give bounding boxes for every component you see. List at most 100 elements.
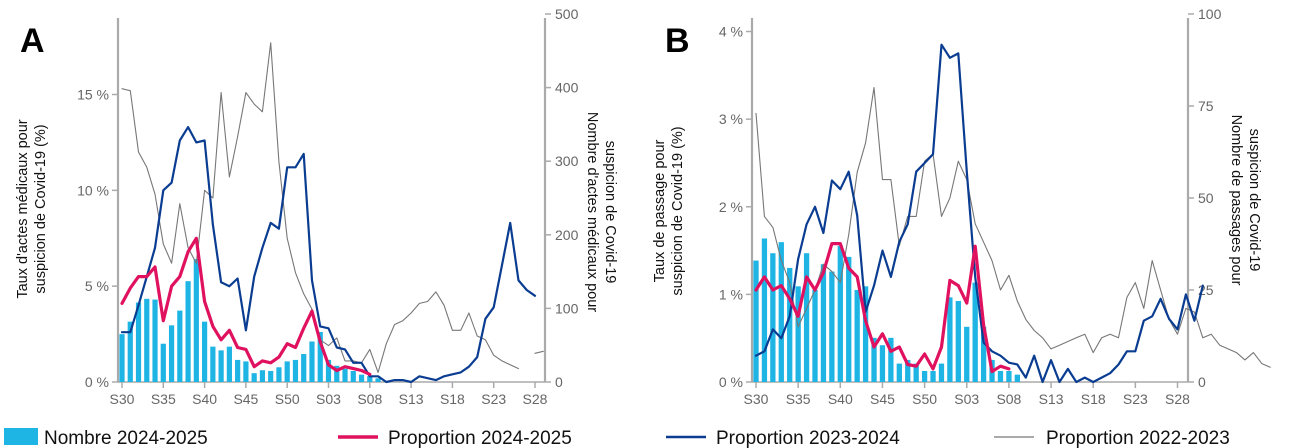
panel-a-bar-nombre-2024-2025: [135, 302, 142, 382]
panel-a-bar-nombre-2024-2025: [243, 361, 249, 382]
panel-a-bar-nombre-2024-2025: [235, 359, 241, 382]
panel-b-bar-nombre-2024-2025: [803, 253, 810, 382]
panel-b-bar-nombre-2024-2025: [921, 370, 928, 382]
panel-b-left-tick-label: 2 %: [719, 199, 743, 215]
panel-a-right-tick-label: 300: [555, 153, 579, 169]
panel-a-bar-nombre-2024-2025: [358, 374, 365, 382]
panel-a-right-tick-label: 0: [555, 374, 563, 390]
panel-a-bar-nombre-2024-2025: [193, 259, 199, 382]
panel-a-bar-nombre-2024-2025: [218, 350, 224, 382]
panel-b-left-tick-label: 3 %: [719, 111, 743, 127]
panel-b-left-tick-label: 1 %: [719, 286, 743, 302]
panel-a-bar-nombre-2024-2025: [342, 368, 348, 382]
panel-b-x-tick-label: S40: [828, 391, 853, 407]
panel-a-plot: 0 % 5 % 10 % 15 % 0 100 200 300 400 500 S30 S35 S40 S…: [77, 6, 578, 407]
panel-b-bar-nombre-2024-2025: [955, 301, 961, 382]
panel-b-left-tick-label: 4 %: [719, 24, 743, 40]
panel-a-left-axis-title-line1: Taux d'actes médicaux pour: [15, 119, 31, 298]
panel-a-left-tick-label: 5 %: [85, 278, 109, 294]
panel-a-bar-nombre-2024-2025: [350, 370, 356, 382]
panel-a-x-tick-label: S03: [316, 391, 341, 407]
panel-b-bar-nombre-2024-2025: [761, 238, 768, 382]
panel-b-x-tick-label: S45: [870, 391, 895, 407]
legend-label-p2324: Proportion 2023-2024: [716, 428, 900, 448]
panel-b-left-tick-label: 0 %: [719, 374, 743, 390]
legend-label-p2223: Proportion 2022-2023: [1046, 428, 1230, 448]
panel-b-bar-nombre-2024-2025: [964, 326, 970, 382]
panel-a-x-tick-label: S28: [523, 391, 548, 407]
panel-b-right-tick-label: 0: [1198, 374, 1206, 390]
panel-b-bar-nombre-2024-2025: [778, 242, 784, 382]
panel-a-right-tick-label: 100: [555, 300, 579, 316]
panel-b-x-tick-label: S13: [1039, 391, 1064, 407]
panel-b-x-tick-label: S28: [1165, 391, 1190, 407]
panel-b-x-tick-label: S03: [954, 391, 979, 407]
panel-a-bar-nombre-2024-2025: [127, 321, 133, 382]
legend-label-p2425: Proportion 2024-2025: [388, 428, 572, 448]
panel-a-bar-nombre-2024-2025: [119, 334, 125, 382]
panel-a-right-axis-title-line2: suspicion de Covid-19: [602, 141, 618, 284]
panel-a-bar-nombre-2024-2025: [367, 376, 373, 382]
panel-b-bar-nombre-2024-2025: [972, 282, 978, 382]
panel-b-x-tick-label: S35: [786, 391, 811, 407]
panel-b-bar-nombre-2024-2025: [871, 337, 877, 382]
legend-label-nombre: Nombre 2024-2025: [44, 428, 208, 448]
panel-b-bar-nombre-2024-2025: [947, 297, 953, 382]
panel-b-bar-nombre-2024-2025: [896, 363, 902, 382]
panel-b-bar-nombre-2024-2025: [846, 256, 852, 382]
panel-b-bar-nombre-2024-2025: [829, 271, 835, 382]
panel-a-bar-nombre-2024-2025: [268, 370, 274, 382]
panel-a-bar-nombre-2024-2025: [160, 343, 166, 382]
panel-a-x-tick-label: S18: [440, 391, 465, 407]
panel-label-a: A: [20, 22, 45, 60]
panel-a-x-tick-label: S40: [192, 391, 217, 407]
panel-a-line-proportion-2024-2025: [120, 236, 372, 376]
panel-a-left-tick-label: 0 %: [85, 374, 109, 390]
panel-b-line-proportion-2024-2025: [754, 242, 1011, 374]
panel-a-bar-nombre-2024-2025: [251, 373, 257, 382]
panel-a-left-tick-label: 10 %: [77, 182, 109, 198]
panel-a-bar-nombre-2024-2025: [144, 298, 150, 382]
panel-a-bar-nombre-2024-2025: [276, 367, 282, 382]
panel-a-right-axis-title-line1: Nombre d'actes médicaux pour: [584, 112, 600, 312]
panel-b-x-tick-label: S18: [1081, 391, 1106, 407]
panel-b-bar-nombre-2024-2025: [820, 264, 827, 382]
panel-b-left-axis-title-line2: suspicion de Covid-19 (%): [670, 126, 686, 295]
panel-a-bar-nombre-2024-2025: [309, 341, 315, 382]
panel-b-x-tick-label: S30: [744, 391, 769, 407]
panel-b-bar-nombre-2024-2025: [837, 245, 843, 382]
panel-b-bar-nombre-2024-2025: [980, 326, 987, 382]
panel-a-left-axis-title-line2: suspicion de Covid-19 (%): [33, 124, 49, 293]
panel-b-x-tick-label: S08: [996, 391, 1021, 407]
panel-b-right-tick-label: 100: [1198, 6, 1222, 22]
panel-a-x-tick-label: S50: [275, 391, 300, 407]
panel-a-bar-nombre-2024-2025: [292, 359, 299, 382]
panel-b-bar-nombre-2024-2025: [879, 345, 886, 382]
panel-a-right-tick-label: 200: [555, 227, 579, 243]
panel-b-x-tick-label: S50: [912, 391, 937, 407]
panel-a-bar-nombre-2024-2025: [375, 378, 381, 382]
panel-a-bar-nombre-2024-2025: [301, 354, 307, 382]
panel-a-bar-nombre-2024-2025: [284, 361, 290, 382]
panel-b-bar-nombre-2024-2025: [938, 363, 945, 382]
panel-a-x-tick-label: S23: [481, 391, 506, 407]
panel-b-line-proportion-2023-2024: [754, 43, 1204, 384]
panel-a-bar-nombre-2024-2025: [226, 346, 232, 382]
panel-a-line-proportion-2023-2024: [120, 126, 537, 384]
panel-b-right-axis-title-line1: Nombre de passages pour: [1228, 115, 1244, 286]
legend: Nombre 2024-2025 Proportion 2024-2025 Pr…: [4, 428, 1230, 448]
panel-b-bar-nombre-2024-2025: [913, 363, 919, 382]
panel-b-bar-nombre-2024-2025: [795, 286, 801, 382]
panel-a-bar-nombre-2024-2025: [259, 370, 266, 382]
panel-a-x-tick-label: S13: [399, 391, 424, 407]
panel-b-right-tick-label: 75: [1198, 98, 1214, 114]
panel-b-bar-nombre-2024-2025: [930, 370, 936, 382]
panel-a-bar-nombre-2024-2025: [317, 331, 323, 382]
panel-a-bar-nombre-2024-2025: [202, 321, 208, 382]
panel-b-bar-nombre-2024-2025: [905, 359, 911, 382]
panel-a-bar-nombre-2024-2025: [210, 346, 216, 382]
panel-b-bar-nombre-2024-2025: [1014, 374, 1020, 382]
panel-a-bar-nombre-2024-2025: [177, 310, 183, 382]
panel-a-bar-nombre-2024-2025: [168, 325, 175, 382]
